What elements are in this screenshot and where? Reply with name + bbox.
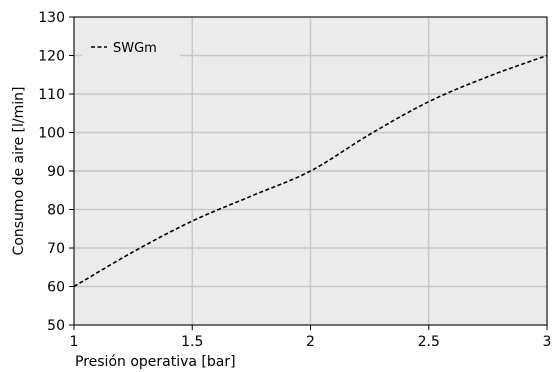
y-tick-label: 100 <box>38 126 65 142</box>
y-tick-label: 120 <box>38 49 65 65</box>
x-tick-label: 2.5 <box>418 334 440 350</box>
y-tick-label: 110 <box>38 87 65 103</box>
legend-label-swgm: SWGm <box>113 41 157 56</box>
y-tick-label: 60 <box>47 280 65 296</box>
x-tick-label: 1.5 <box>181 334 203 350</box>
series-line-swgm <box>73 54 548 288</box>
y-tick-label: 80 <box>47 203 65 219</box>
y-tick-label: 50 <box>47 318 65 334</box>
y-tick-label: 70 <box>47 241 65 257</box>
x-tick-label: 1 <box>70 334 79 350</box>
x-tick-label: 3 <box>543 334 552 350</box>
x-axis-label: Presión operativa [bar] <box>75 354 236 370</box>
axis-ticks: 1 1.5 2 2.5 3 50 60 70 80 90 100 110 120 130 <box>38 10 551 350</box>
y-tick-label: 130 <box>38 10 65 26</box>
x-tick-label: 2 <box>306 334 315 350</box>
plot-frame <box>73 16 548 326</box>
y-axis-label: Consumo de aire [l/min] <box>11 87 27 256</box>
y-tick-label: 90 <box>47 164 65 180</box>
legend: SWGm <box>82 35 180 59</box>
